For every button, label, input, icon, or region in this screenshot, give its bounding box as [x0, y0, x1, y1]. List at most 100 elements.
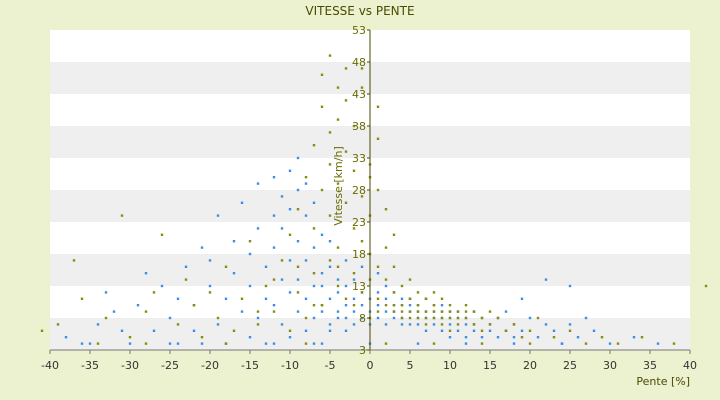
data-point — [472, 310, 476, 313]
axes: -40 -35 -30 -25 -20 -15 -10 -5 0 5 10 15 20 25 30 35 40 3… — [41, 24, 697, 372]
data-point — [608, 342, 612, 345]
data-point — [536, 336, 540, 339]
data-point — [376, 304, 380, 307]
data-point — [392, 233, 396, 236]
data-point — [472, 323, 476, 326]
data-point — [208, 291, 212, 294]
data-point — [360, 195, 364, 198]
data-point — [304, 176, 308, 179]
data-point — [568, 284, 572, 288]
data-point — [464, 304, 468, 307]
data-point — [400, 297, 404, 300]
data-point — [352, 278, 356, 281]
data-point — [336, 246, 340, 249]
data-point — [256, 323, 260, 326]
data-point — [288, 259, 292, 262]
data-point — [464, 323, 468, 326]
data-point — [344, 329, 348, 332]
data-point — [544, 278, 548, 281]
data-point — [208, 284, 212, 288]
data-point — [304, 214, 308, 217]
data-point — [296, 291, 300, 294]
data-point — [416, 304, 420, 307]
data-point — [344, 67, 348, 70]
data-point — [312, 272, 316, 275]
data-point — [240, 297, 244, 300]
x-tick-label: 30 — [603, 359, 617, 372]
data-point — [424, 316, 428, 320]
data-point — [448, 336, 452, 339]
data-point — [312, 144, 316, 147]
data-point — [376, 137, 380, 140]
data-point — [288, 233, 292, 236]
data-point — [296, 278, 300, 281]
data-point — [216, 316, 220, 320]
data-point — [400, 323, 404, 326]
data-point — [224, 265, 228, 268]
data-point — [80, 297, 84, 300]
data-point — [360, 265, 364, 268]
data-point — [480, 336, 484, 339]
data-point — [432, 342, 436, 345]
data-points — [40, 54, 708, 345]
data-point — [232, 329, 236, 332]
data-point — [312, 304, 316, 307]
data-point — [120, 329, 124, 332]
data-point — [520, 329, 524, 332]
data-point — [344, 284, 348, 288]
data-point — [352, 304, 356, 307]
data-point — [296, 310, 300, 313]
data-point — [456, 316, 460, 320]
data-point — [512, 342, 516, 345]
data-point — [216, 323, 220, 326]
data-point — [384, 297, 388, 300]
x-axis-label: Pente [%] — [636, 375, 690, 388]
data-point — [344, 297, 348, 300]
data-point — [360, 316, 364, 320]
data-point — [264, 265, 268, 268]
data-point — [480, 316, 484, 320]
x-tick-label: -40 — [41, 359, 59, 372]
data-point — [304, 329, 308, 332]
data-point — [456, 310, 460, 313]
data-point — [408, 316, 412, 320]
data-point — [296, 265, 300, 268]
data-point — [384, 246, 388, 249]
data-point — [328, 131, 332, 134]
data-point — [616, 342, 620, 345]
data-point — [336, 284, 340, 288]
data-point — [392, 291, 396, 294]
data-point — [344, 99, 348, 102]
data-point — [272, 176, 276, 179]
data-point — [272, 304, 276, 307]
data-point — [256, 182, 260, 185]
data-point — [312, 316, 316, 320]
data-point — [392, 304, 396, 307]
data-point — [400, 284, 404, 288]
data-point — [344, 304, 348, 307]
data-point — [232, 240, 236, 243]
data-point — [424, 323, 428, 326]
data-point — [352, 310, 356, 313]
data-point — [360, 86, 364, 89]
data-point — [552, 336, 556, 339]
x-tick-label: -10 — [281, 359, 299, 372]
data-point — [376, 316, 380, 320]
data-point — [360, 304, 364, 307]
data-point — [360, 67, 364, 70]
data-point — [264, 342, 268, 345]
x-tick-label: 5 — [407, 359, 414, 372]
data-point — [328, 163, 332, 166]
data-point — [520, 336, 524, 339]
data-point — [256, 316, 260, 320]
y-axis-label: Vitesse [km/h] — [332, 146, 345, 226]
data-point — [320, 233, 324, 236]
data-point — [568, 323, 572, 326]
data-point — [384, 342, 388, 345]
data-point — [280, 259, 284, 262]
chart-title: VITESSE vs PENTE — [305, 4, 414, 18]
data-point — [304, 259, 308, 262]
data-point — [280, 278, 284, 281]
data-point — [200, 342, 204, 345]
data-point — [424, 310, 428, 313]
